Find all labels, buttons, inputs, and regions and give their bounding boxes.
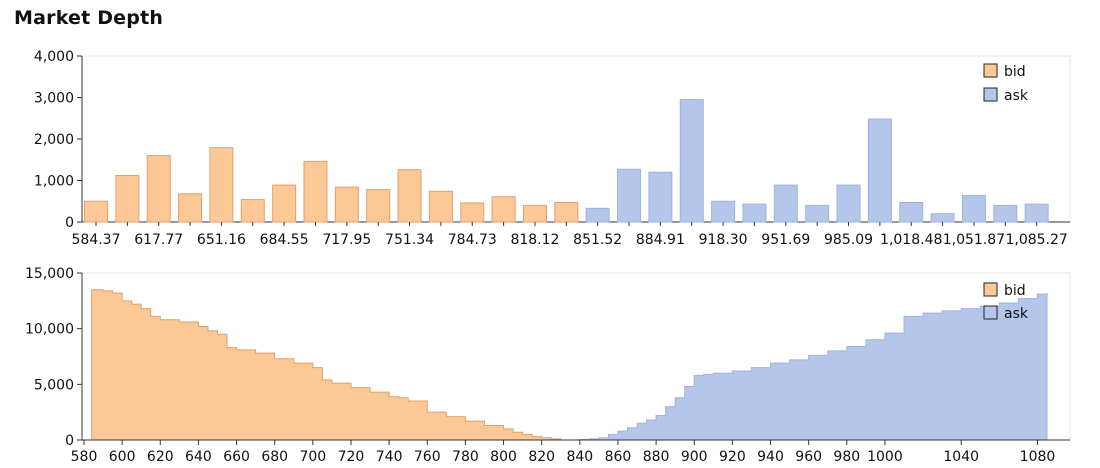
legend-label-bid: bid: [1004, 283, 1026, 299]
x-tick-label: 820: [528, 449, 555, 465]
legend-swatch-bid: [983, 282, 998, 297]
ask-bar: [585, 207, 610, 223]
legend-swatch-bid: [983, 63, 998, 78]
page-title: Market Depth: [14, 7, 164, 29]
y-tick-label: 10,000: [25, 322, 74, 338]
ask-depth-area: [560, 293, 1048, 441]
x-tick-label: 717.95: [322, 232, 371, 248]
ask-bar: [742, 203, 767, 223]
x-tick-label: 784.73: [448, 232, 497, 248]
x-tick-label: 580: [71, 449, 98, 465]
ask-bar: [899, 201, 924, 223]
y-tick-label: 3,000: [34, 91, 74, 107]
bid-bar: [491, 196, 516, 223]
x-tick-label: 617.77: [134, 232, 183, 248]
bid-bar: [522, 204, 547, 223]
volume-histogram-chart: 0 1,000 2,000 3,000 4,000 584.37 617.77 651.16 6…: [34, 49, 1071, 248]
x-tick-label: 720: [338, 449, 365, 465]
x-tick-label: 1,085.27: [1005, 232, 1067, 248]
bid-depth-area: [91, 289, 562, 441]
x-tick-label: 651.16: [197, 232, 246, 248]
x-tick-label: 880: [643, 449, 670, 465]
x-tick-label: 1,018.48: [880, 232, 942, 248]
x-tick-label: 1040: [943, 449, 979, 465]
x-tick-label: 940: [757, 449, 784, 465]
bid-bar: [240, 199, 265, 223]
cumulative-depth-chart: 0 5,000 10,000 15,000 580 600 620 640 660 680 700 7…: [25, 266, 1071, 465]
legend-label-bid: bid: [1004, 64, 1026, 80]
bid-bar: [397, 169, 422, 223]
x-tick-label: 620: [147, 449, 174, 465]
y-tick-label: 15,000: [25, 266, 74, 282]
x-tick-label: 640: [185, 449, 212, 465]
bid-bar: [115, 175, 140, 223]
y-tick-label: 1,000: [34, 174, 74, 190]
bid-bar: [366, 189, 391, 223]
ask-bar: [711, 200, 736, 223]
y-tick-label: 0: [65, 433, 74, 449]
legend-swatch-ask: [983, 305, 998, 320]
x-tick-label: 884.91: [636, 232, 685, 248]
ask-bar: [805, 204, 830, 223]
x-tick-label: 960: [795, 449, 822, 465]
ask-bar: [836, 184, 861, 223]
x-tick-label: 684.55: [260, 232, 309, 248]
legend-swatch-ask: [983, 87, 998, 102]
x-tick-label: 680: [261, 449, 288, 465]
x-tick-label: 860: [605, 449, 632, 465]
bid-bar: [209, 147, 234, 223]
y-tick-label: 4,000: [34, 49, 74, 65]
bid-bar: [303, 160, 328, 223]
x-tick-label: 760: [414, 449, 441, 465]
ask-bar: [617, 168, 642, 223]
ask-bar: [648, 171, 673, 223]
bid-bar: [334, 186, 359, 223]
ask-bar: [961, 194, 986, 223]
x-tick-label: 918.30: [699, 232, 748, 248]
x-tick-label: 780: [452, 449, 479, 465]
bid-bar: [554, 201, 579, 223]
x-tick-label: 920: [719, 449, 746, 465]
ask-bar: [993, 204, 1018, 223]
ask-bar: [1024, 203, 1049, 223]
y-tick-label: 0: [65, 215, 74, 231]
x-tick-label: 900: [681, 449, 708, 465]
ask-bar: [679, 99, 704, 223]
y-tick-label: 5,000: [34, 377, 74, 393]
ask-bar: [867, 118, 892, 223]
legend-label-ask: ask: [1004, 88, 1029, 104]
bid-bar: [272, 184, 297, 223]
x-tick-label: 1000: [867, 449, 903, 465]
x-tick-label: 751.34: [385, 232, 434, 248]
x-tick-label: 980: [833, 449, 860, 465]
ask-bar: [930, 213, 955, 223]
y-tick-label: 2,000: [34, 132, 74, 148]
x-tick-label: 800: [490, 449, 517, 465]
ask-bar: [773, 184, 798, 223]
x-tick-label: 700: [299, 449, 326, 465]
x-tick-label: 740: [376, 449, 403, 465]
x-tick-label: 660: [223, 449, 250, 465]
bid-bar: [84, 200, 108, 223]
x-tick-label: 584.37: [72, 232, 121, 248]
x-tick-label: 851.52: [573, 232, 622, 248]
x-tick-label: 985.09: [824, 232, 873, 248]
bid-bar: [460, 202, 485, 223]
legend-label-ask: ask: [1004, 306, 1029, 322]
bid-bar: [178, 193, 203, 223]
x-tick-label: 1,051.87: [943, 232, 1005, 248]
x-tick-label: 1080: [1020, 449, 1056, 465]
bid-bar: [428, 190, 453, 223]
bid-bar: [146, 155, 171, 223]
x-tick-label: 840: [566, 449, 593, 465]
x-tick-label: 600: [109, 449, 136, 465]
x-tick-label: 818.12: [510, 232, 559, 248]
x-tick-label: 951.69: [761, 232, 810, 248]
